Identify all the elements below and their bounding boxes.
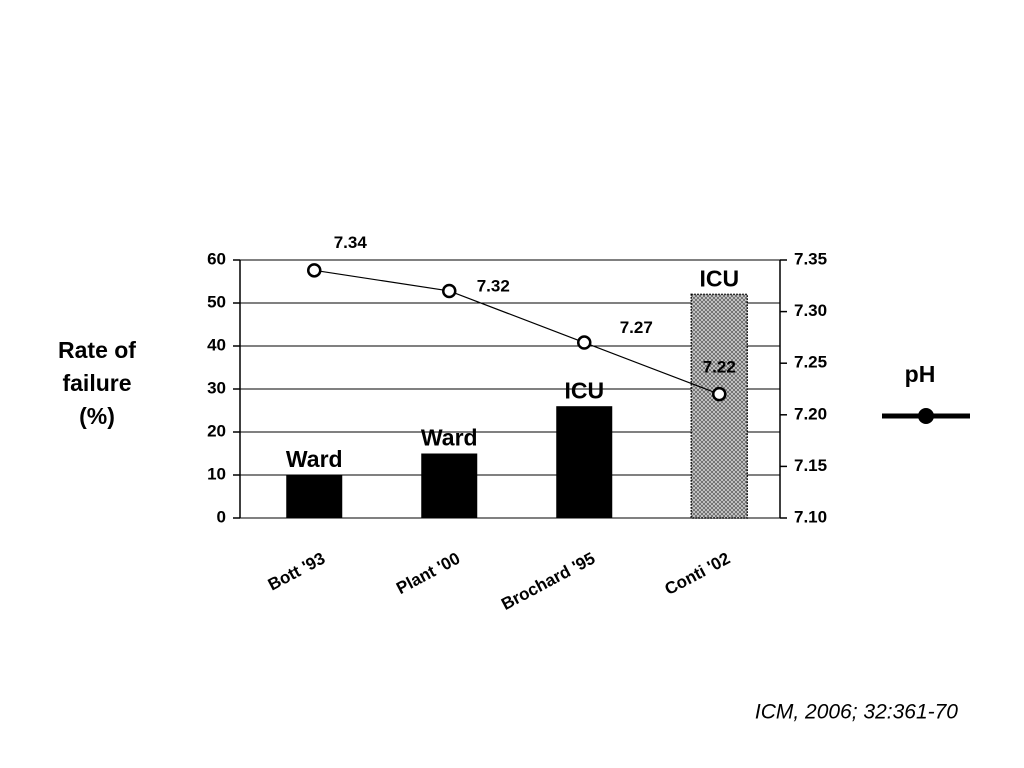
y2-tick-label: 7.20 (794, 404, 827, 423)
ph-value-label: 7.32 (477, 276, 510, 295)
bar-label: Ward (421, 425, 478, 451)
ph-marker (307, 263, 322, 278)
bar (286, 475, 343, 518)
y2-tick-label: 7.30 (794, 301, 827, 320)
x-tick-label: Plant '00 (393, 549, 463, 598)
ph-value-label: 7.27 (620, 318, 653, 337)
legend-marker (918, 408, 934, 424)
y-tick-label: 10 (207, 464, 226, 483)
bar-label: Ward (286, 446, 343, 472)
citation: ICM, 2006; 32:361-70 (755, 701, 958, 724)
y2-tick-label: 7.25 (794, 353, 827, 372)
y-tick-label: 60 (207, 249, 226, 268)
y-tick-label: 40 (207, 335, 226, 354)
x-tick-label: Bott '93 (265, 549, 328, 595)
y2-tick-label: 7.35 (794, 249, 827, 268)
y2-tick-label: 7.15 (794, 456, 827, 475)
y-tick-label: 20 (207, 421, 226, 440)
bar-label: ICU (564, 377, 604, 403)
x-tick-label: Conti '02 (662, 549, 734, 599)
y-tick-label: 0 (217, 507, 226, 526)
ph-marker (577, 335, 592, 350)
bar (421, 453, 478, 518)
y-tick-label: 30 (207, 378, 226, 397)
y-axis-label: failure (62, 370, 131, 396)
bar (556, 406, 613, 518)
ph-line (314, 269, 720, 395)
bar (690, 293, 748, 519)
x-tick-label: Brochard '95 (498, 549, 598, 614)
y2-tick-label: 7.10 (794, 507, 827, 526)
ph-value-label: 7.22 (703, 358, 736, 377)
ph-marker (712, 386, 727, 402)
y-tick-label: 50 (207, 292, 226, 311)
y-axis-label: (%) (79, 403, 115, 429)
y-axis-label: Rate of (58, 337, 136, 363)
bar-label: ICU (699, 265, 739, 291)
ph-marker (442, 283, 457, 299)
ph-value-label: 7.34 (334, 233, 368, 252)
legend-label: pH (905, 361, 936, 387)
